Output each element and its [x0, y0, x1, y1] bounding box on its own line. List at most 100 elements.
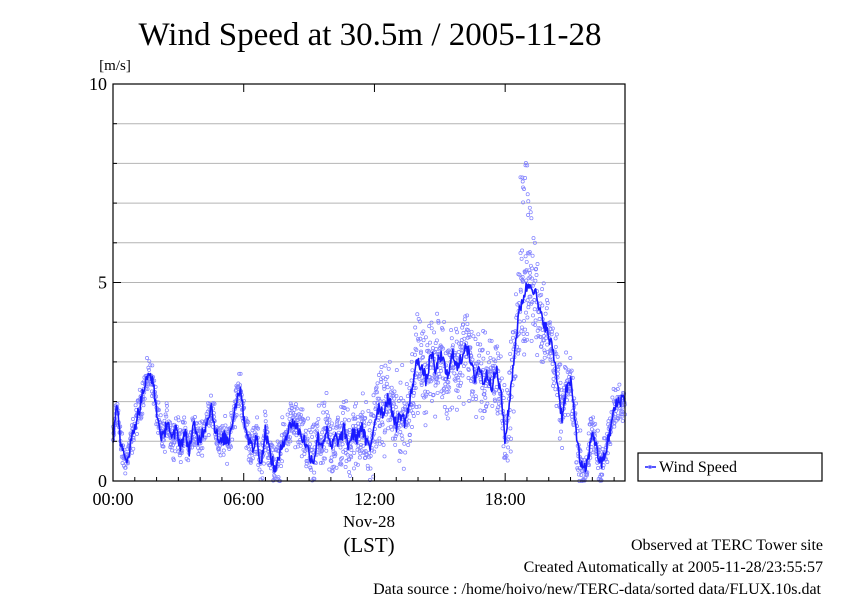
wind-speed-point — [381, 399, 386, 404]
wind-speed-point — [326, 422, 331, 427]
wind-speed-point — [528, 210, 533, 215]
wind-speed-point — [474, 397, 478, 401]
wind-speed-point — [419, 349, 423, 354]
wind-speed-point — [433, 383, 438, 388]
wind-speed-point — [315, 423, 320, 428]
wind-speed-point — [392, 389, 397, 394]
wind-speed-point — [379, 365, 384, 369]
wind-speed-point — [460, 344, 464, 349]
wind-speed-point — [480, 347, 485, 352]
wind-speed-point — [206, 433, 211, 438]
wind-speed-point — [312, 470, 317, 475]
wind-speed-point — [327, 467, 332, 472]
wind-speed-point — [162, 438, 166, 443]
wind-speed-point — [534, 273, 539, 277]
wind-speed-point — [523, 254, 528, 259]
axis-tick-labels: 00:00 06:00 12:00 18:00 0 5 10 — [89, 74, 526, 509]
wind-speed-point — [355, 414, 360, 419]
wind-speed-point — [225, 443, 230, 448]
wind-speed-point — [237, 399, 242, 404]
wind-speed-point — [481, 356, 486, 361]
wind-speed-point — [233, 425, 237, 430]
wind-speed-point — [427, 324, 432, 329]
wind-speed-point — [478, 342, 483, 347]
wind-speed-point — [477, 373, 482, 378]
wind-speed-point — [407, 386, 412, 391]
wind-speed-point — [382, 430, 387, 435]
wind-speed-point — [380, 420, 385, 425]
wind-speed-point — [529, 216, 534, 221]
wind-speed-point — [508, 339, 513, 344]
wind-speed-point — [322, 403, 327, 408]
wind-speed-point — [409, 359, 414, 364]
wind-speed-point — [531, 313, 535, 318]
wind-speed-point — [518, 287, 523, 292]
wind-speed-point — [520, 248, 525, 253]
wind-speed-point — [200, 446, 205, 451]
wind-speed-point — [229, 444, 233, 449]
wind-speed-point — [382, 454, 387, 459]
wind-speed-point — [285, 412, 290, 417]
wind-speed-point — [564, 379, 569, 384]
wind-speed-point — [563, 412, 568, 417]
wind-speed-point — [410, 425, 414, 429]
wind-speed-point — [309, 448, 314, 453]
wind-speed-point — [439, 368, 444, 373]
wind-speed-point — [371, 414, 376, 419]
wind-speed-point — [382, 384, 386, 389]
wind-speed-point — [608, 442, 613, 447]
wind-speed-point — [526, 199, 531, 204]
wind-speed-point — [270, 444, 275, 448]
wind-speed-point — [447, 385, 452, 390]
wind-speed-point — [154, 422, 159, 427]
wind-speed-point — [362, 423, 367, 428]
wind-speed-point — [336, 430, 341, 435]
wind-speed-point — [482, 388, 487, 393]
wind-speed-point — [362, 416, 367, 421]
wind-speed-point — [225, 461, 230, 466]
wind-speed-point — [541, 281, 546, 286]
wind-speed-point — [322, 400, 327, 405]
wind-speed-point — [301, 418, 306, 422]
wind-speed-point — [379, 380, 384, 384]
wind-speed-point — [247, 454, 252, 459]
wind-speed-point — [394, 432, 399, 437]
wind-speed-point — [526, 305, 531, 310]
wind-speed-point — [539, 292, 544, 297]
wind-speed-point — [335, 419, 340, 424]
wind-speed-point — [495, 344, 500, 349]
wind-speed-point — [186, 458, 191, 463]
wind-speed-point — [517, 272, 522, 277]
wind-speed-point — [142, 396, 147, 401]
wind-speed-point — [499, 376, 504, 381]
wind-speed-point — [524, 259, 529, 264]
wind-speed-point — [320, 460, 325, 465]
wind-speed-point — [520, 175, 525, 180]
wind-speed-point — [329, 459, 334, 464]
wind-speed-point — [539, 341, 544, 346]
wind-speed-point — [310, 434, 315, 439]
wind-speed-point — [427, 379, 431, 384]
wind-speed-point — [517, 319, 522, 324]
wind-speed-point — [411, 414, 416, 418]
legend-box — [637, 452, 823, 482]
wind-speed-point — [559, 388, 564, 393]
wind-speed-point — [346, 418, 351, 423]
wind-speed-point — [556, 367, 561, 372]
wind-speed-point — [449, 328, 454, 333]
wind-speed-point — [399, 433, 404, 438]
wind-speed-point — [376, 415, 381, 420]
wind-speed-point — [527, 268, 532, 273]
wind-speed-point — [176, 418, 181, 423]
wind-speed-point — [434, 338, 439, 343]
wind-speed-point — [162, 449, 167, 454]
wind-speed-point — [389, 385, 394, 390]
wind-speed-point — [335, 415, 340, 420]
wind-speed-point — [417, 404, 422, 409]
wind-speed-point — [591, 450, 596, 455]
y-tick-label: 5 — [98, 273, 107, 293]
wind-speed-point — [505, 388, 509, 393]
wind-speed-point — [406, 422, 410, 427]
wind-speed-point — [234, 413, 239, 418]
wind-speed-point — [442, 405, 447, 409]
